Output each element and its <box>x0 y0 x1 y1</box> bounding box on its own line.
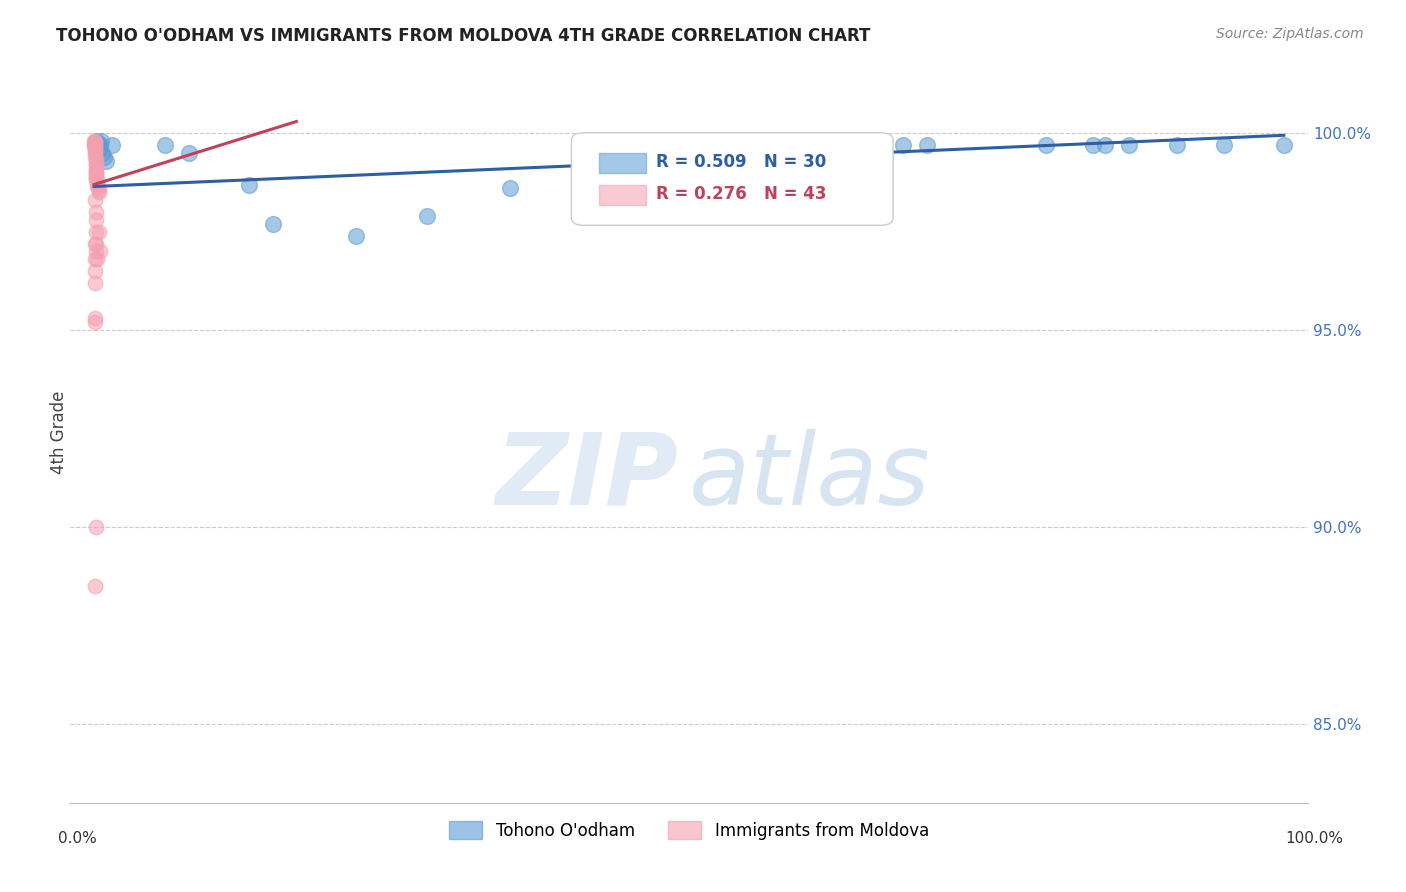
Text: atlas: atlas <box>689 428 931 525</box>
Point <box>86 136 108 151</box>
Text: R = 0.276   N = 43: R = 0.276 N = 43 <box>655 186 827 203</box>
Point <box>84 252 107 267</box>
Point <box>84 213 107 227</box>
Text: Source: ZipAtlas.com: Source: ZipAtlas.com <box>1216 27 1364 41</box>
Point <box>84 579 107 593</box>
Point <box>86 171 108 186</box>
Point <box>86 520 108 534</box>
Point <box>86 179 108 194</box>
Point <box>84 264 107 278</box>
Point <box>915 138 938 153</box>
Point <box>87 142 110 156</box>
Point <box>856 138 879 153</box>
Text: R = 0.509   N = 30: R = 0.509 N = 30 <box>655 153 825 171</box>
Point <box>155 138 177 153</box>
Point <box>1213 138 1236 153</box>
Point <box>89 244 111 259</box>
Point <box>86 176 108 190</box>
Point <box>84 236 107 251</box>
Point <box>844 138 866 153</box>
Bar <box>599 153 645 173</box>
Point <box>84 315 107 329</box>
Point <box>84 166 107 180</box>
Point <box>83 134 105 148</box>
Point <box>84 140 107 154</box>
Point <box>262 217 284 231</box>
Point <box>1083 138 1105 153</box>
Point <box>86 252 108 267</box>
Point <box>89 186 111 200</box>
Point <box>83 138 105 153</box>
Point <box>86 173 108 187</box>
Point <box>91 146 114 161</box>
Point <box>84 311 107 326</box>
Text: 0.0%: 0.0% <box>58 831 97 846</box>
Point <box>84 168 107 182</box>
Point <box>1094 138 1116 153</box>
Point <box>344 228 367 243</box>
Point <box>86 244 108 259</box>
Point <box>86 225 108 239</box>
Point <box>84 144 107 158</box>
Point <box>83 134 105 148</box>
Point <box>87 181 110 195</box>
Point <box>87 183 110 197</box>
Text: 100.0%: 100.0% <box>1285 831 1344 846</box>
Point <box>1035 138 1057 153</box>
Point <box>84 161 107 176</box>
Point <box>86 134 108 148</box>
Point <box>86 178 108 192</box>
Point <box>891 138 914 153</box>
Point <box>93 150 115 164</box>
Legend: Tohono O'odham, Immigrants from Moldova: Tohono O'odham, Immigrants from Moldova <box>443 814 935 847</box>
Point <box>90 134 112 148</box>
Point <box>1272 138 1295 153</box>
Point <box>1118 138 1140 153</box>
Point <box>84 158 107 172</box>
Text: TOHONO O'ODHAM VS IMMIGRANTS FROM MOLDOVA 4TH GRADE CORRELATION CHART: TOHONO O'ODHAM VS IMMIGRANTS FROM MOLDOV… <box>56 27 870 45</box>
Point <box>84 276 107 290</box>
Point <box>84 236 107 251</box>
Point <box>416 209 439 223</box>
Point <box>84 150 107 164</box>
Point <box>84 156 107 170</box>
Point <box>84 146 107 161</box>
Point <box>83 136 105 151</box>
Point <box>84 152 107 166</box>
Text: ZIP: ZIP <box>496 428 679 525</box>
Point <box>797 138 820 153</box>
Point <box>84 163 107 178</box>
Point <box>86 169 108 184</box>
Point <box>87 225 110 239</box>
Point <box>86 205 108 219</box>
Point <box>94 153 117 168</box>
Point <box>499 181 522 195</box>
FancyBboxPatch shape <box>571 133 893 226</box>
Point <box>179 146 201 161</box>
Y-axis label: 4th Grade: 4th Grade <box>51 391 67 475</box>
Point <box>238 178 260 192</box>
Point <box>83 138 105 153</box>
Point <box>678 138 700 153</box>
Bar <box>599 185 645 205</box>
Point <box>101 138 124 153</box>
Point <box>89 138 111 153</box>
Point <box>84 138 107 153</box>
Point <box>84 194 107 208</box>
Point <box>84 142 107 156</box>
Point <box>1166 138 1188 153</box>
